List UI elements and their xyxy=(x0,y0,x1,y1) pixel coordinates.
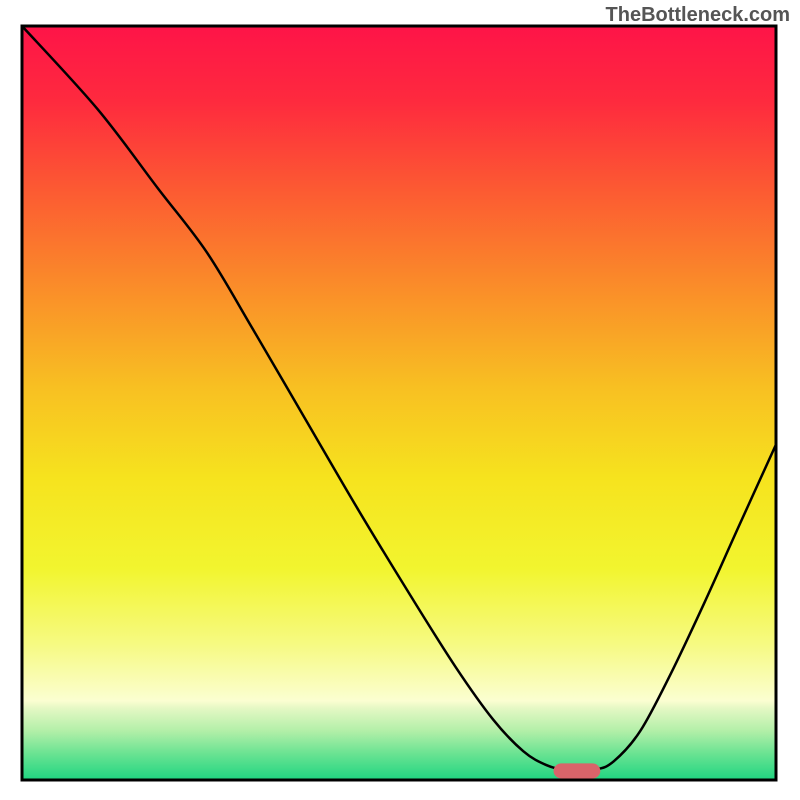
bottleneck-chart xyxy=(0,0,800,800)
plot-background xyxy=(22,26,776,780)
chart-container: TheBottleneck.com xyxy=(0,0,800,800)
watermark-text: TheBottleneck.com xyxy=(606,4,790,27)
optimal-marker xyxy=(554,763,601,778)
